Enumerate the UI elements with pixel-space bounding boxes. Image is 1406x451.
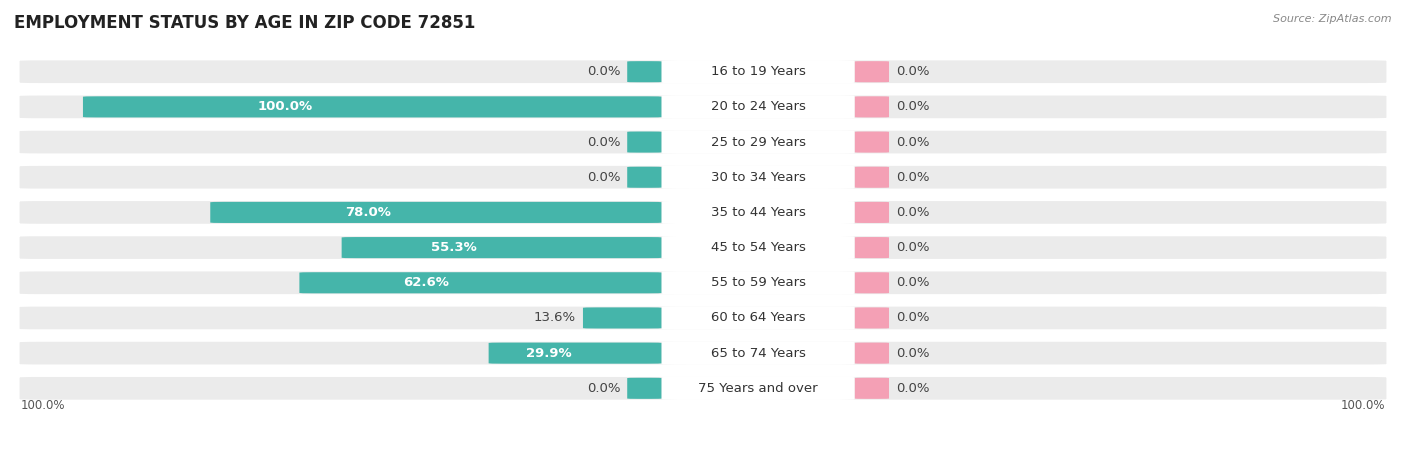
FancyBboxPatch shape <box>627 378 662 399</box>
Text: 0.0%: 0.0% <box>586 65 620 78</box>
Text: 75 Years and over: 75 Years and over <box>699 382 818 395</box>
Text: 0.0%: 0.0% <box>896 136 929 148</box>
FancyBboxPatch shape <box>662 166 855 189</box>
FancyBboxPatch shape <box>211 202 662 223</box>
FancyBboxPatch shape <box>18 165 1388 190</box>
FancyBboxPatch shape <box>855 202 889 223</box>
FancyBboxPatch shape <box>855 167 889 188</box>
Text: 16 to 19 Years: 16 to 19 Years <box>710 65 806 78</box>
Text: 45 to 54 Years: 45 to 54 Years <box>710 241 806 254</box>
FancyBboxPatch shape <box>18 376 1388 401</box>
FancyBboxPatch shape <box>18 129 1388 155</box>
Text: 0.0%: 0.0% <box>896 312 929 324</box>
FancyBboxPatch shape <box>855 343 889 364</box>
Text: 65 to 74 Years: 65 to 74 Years <box>710 347 806 359</box>
Text: 62.6%: 62.6% <box>404 276 449 289</box>
FancyBboxPatch shape <box>662 201 855 224</box>
Text: 0.0%: 0.0% <box>896 276 929 289</box>
FancyBboxPatch shape <box>299 272 662 293</box>
FancyBboxPatch shape <box>83 97 662 117</box>
FancyBboxPatch shape <box>662 236 855 259</box>
Text: 78.0%: 78.0% <box>346 206 391 219</box>
Text: 20 to 24 Years: 20 to 24 Years <box>710 101 806 113</box>
Text: 0.0%: 0.0% <box>896 347 929 359</box>
Text: 0.0%: 0.0% <box>896 241 929 254</box>
Text: 0.0%: 0.0% <box>896 382 929 395</box>
Text: 25 to 29 Years: 25 to 29 Years <box>710 136 806 148</box>
Text: 55.3%: 55.3% <box>430 241 477 254</box>
Text: 100.0%: 100.0% <box>21 399 66 412</box>
Text: 60 to 64 Years: 60 to 64 Years <box>711 312 806 324</box>
Text: 55 to 59 Years: 55 to 59 Years <box>710 276 806 289</box>
FancyBboxPatch shape <box>583 308 662 328</box>
FancyBboxPatch shape <box>18 270 1388 295</box>
Text: 100.0%: 100.0% <box>1340 399 1385 412</box>
Text: 0.0%: 0.0% <box>586 136 620 148</box>
Text: 29.9%: 29.9% <box>526 347 572 359</box>
FancyBboxPatch shape <box>662 60 855 83</box>
FancyBboxPatch shape <box>855 237 889 258</box>
FancyBboxPatch shape <box>855 132 889 152</box>
FancyBboxPatch shape <box>855 97 889 117</box>
FancyBboxPatch shape <box>855 378 889 399</box>
Text: 0.0%: 0.0% <box>896 65 929 78</box>
FancyBboxPatch shape <box>855 272 889 293</box>
Text: 35 to 44 Years: 35 to 44 Years <box>710 206 806 219</box>
Text: 0.0%: 0.0% <box>586 382 620 395</box>
FancyBboxPatch shape <box>662 306 855 330</box>
FancyBboxPatch shape <box>662 95 855 119</box>
FancyBboxPatch shape <box>662 341 855 365</box>
FancyBboxPatch shape <box>662 271 855 295</box>
Text: 100.0%: 100.0% <box>257 101 314 113</box>
Text: Source: ZipAtlas.com: Source: ZipAtlas.com <box>1274 14 1392 23</box>
FancyBboxPatch shape <box>662 130 855 154</box>
Text: 0.0%: 0.0% <box>896 171 929 184</box>
Text: 0.0%: 0.0% <box>896 206 929 219</box>
FancyBboxPatch shape <box>627 132 662 152</box>
FancyBboxPatch shape <box>18 305 1388 331</box>
FancyBboxPatch shape <box>342 237 662 258</box>
Text: 0.0%: 0.0% <box>586 171 620 184</box>
FancyBboxPatch shape <box>662 377 855 400</box>
FancyBboxPatch shape <box>18 200 1388 225</box>
FancyBboxPatch shape <box>18 59 1388 84</box>
Text: 0.0%: 0.0% <box>896 101 929 113</box>
FancyBboxPatch shape <box>18 235 1388 260</box>
FancyBboxPatch shape <box>18 341 1388 366</box>
FancyBboxPatch shape <box>489 343 662 364</box>
Text: 13.6%: 13.6% <box>534 312 576 324</box>
Text: EMPLOYMENT STATUS BY AGE IN ZIP CODE 72851: EMPLOYMENT STATUS BY AGE IN ZIP CODE 728… <box>14 14 475 32</box>
FancyBboxPatch shape <box>627 61 662 82</box>
FancyBboxPatch shape <box>855 61 889 82</box>
FancyBboxPatch shape <box>18 94 1388 120</box>
Text: 30 to 34 Years: 30 to 34 Years <box>710 171 806 184</box>
FancyBboxPatch shape <box>855 308 889 328</box>
FancyBboxPatch shape <box>627 167 662 188</box>
